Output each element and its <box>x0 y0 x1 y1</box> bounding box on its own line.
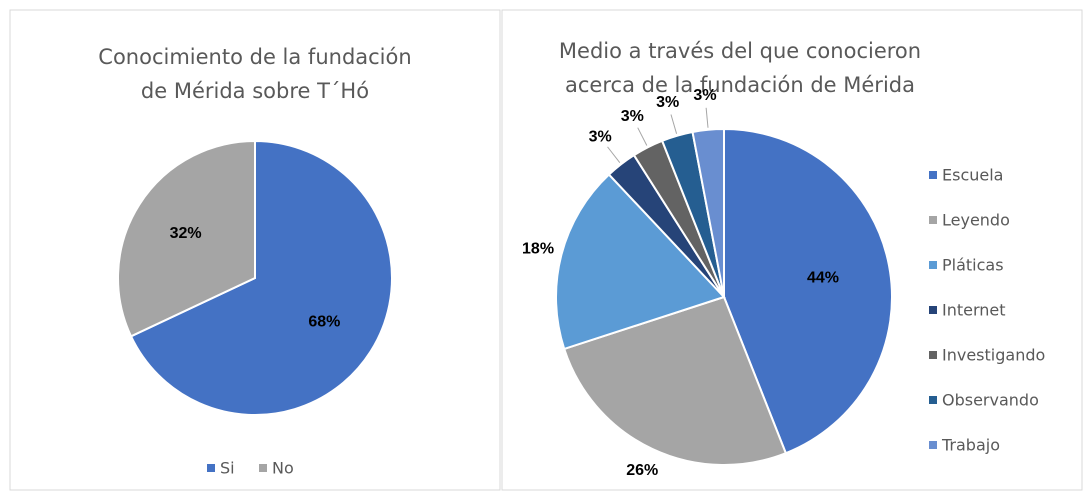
data-label: 32% <box>170 225 202 242</box>
legend-swatch <box>259 464 267 472</box>
legend-swatch <box>929 171 937 179</box>
legend-swatch <box>929 306 937 314</box>
data-label: 26% <box>626 462 658 479</box>
legend-swatch <box>929 216 937 224</box>
leader-line <box>607 146 621 163</box>
legend-swatch <box>929 396 937 404</box>
leader-line <box>705 107 709 128</box>
data-label: 3% <box>589 129 612 146</box>
chart-title: acerca de la fundación de Mérida <box>565 73 915 97</box>
pie-slice <box>723 127 893 455</box>
data-label: 3% <box>656 94 679 111</box>
chart-title: Conocimiento de la fundación <box>98 45 411 69</box>
leader-line <box>670 114 678 134</box>
pie-slice <box>691 127 725 298</box>
data-label: 44% <box>807 269 839 286</box>
pie-slice <box>129 139 393 416</box>
pie-slice <box>555 173 726 351</box>
legend-label: Leyendo <box>942 211 1010 230</box>
legend-label: Observando <box>942 391 1039 410</box>
legend-label: No <box>272 459 294 478</box>
legend-label: Pláticas <box>942 256 1004 275</box>
data-label: 68% <box>308 313 340 330</box>
legend-label: Escuela <box>942 166 1003 185</box>
panel-right <box>501 9 1083 491</box>
chart-title: de Mérida sobre T´Hó <box>141 79 369 103</box>
legend-swatch <box>929 261 937 269</box>
legend-label: Trabajo <box>941 436 1000 455</box>
legend-label: Si <box>220 459 235 478</box>
panel-left <box>9 9 501 491</box>
data-label: 18% <box>522 240 554 257</box>
pie-slice <box>117 139 256 338</box>
leader-line <box>637 127 648 146</box>
data-label: 3% <box>621 108 644 125</box>
legend-label: Investigando <box>942 346 1045 365</box>
legend-swatch <box>207 464 215 472</box>
chart-title: Medio a través del que conocieron <box>559 39 921 63</box>
legend-label: Internet <box>942 301 1006 320</box>
data-label: 3% <box>693 87 716 104</box>
legend-swatch <box>929 351 937 359</box>
legend-swatch <box>929 441 937 449</box>
pie-slice <box>562 295 788 466</box>
